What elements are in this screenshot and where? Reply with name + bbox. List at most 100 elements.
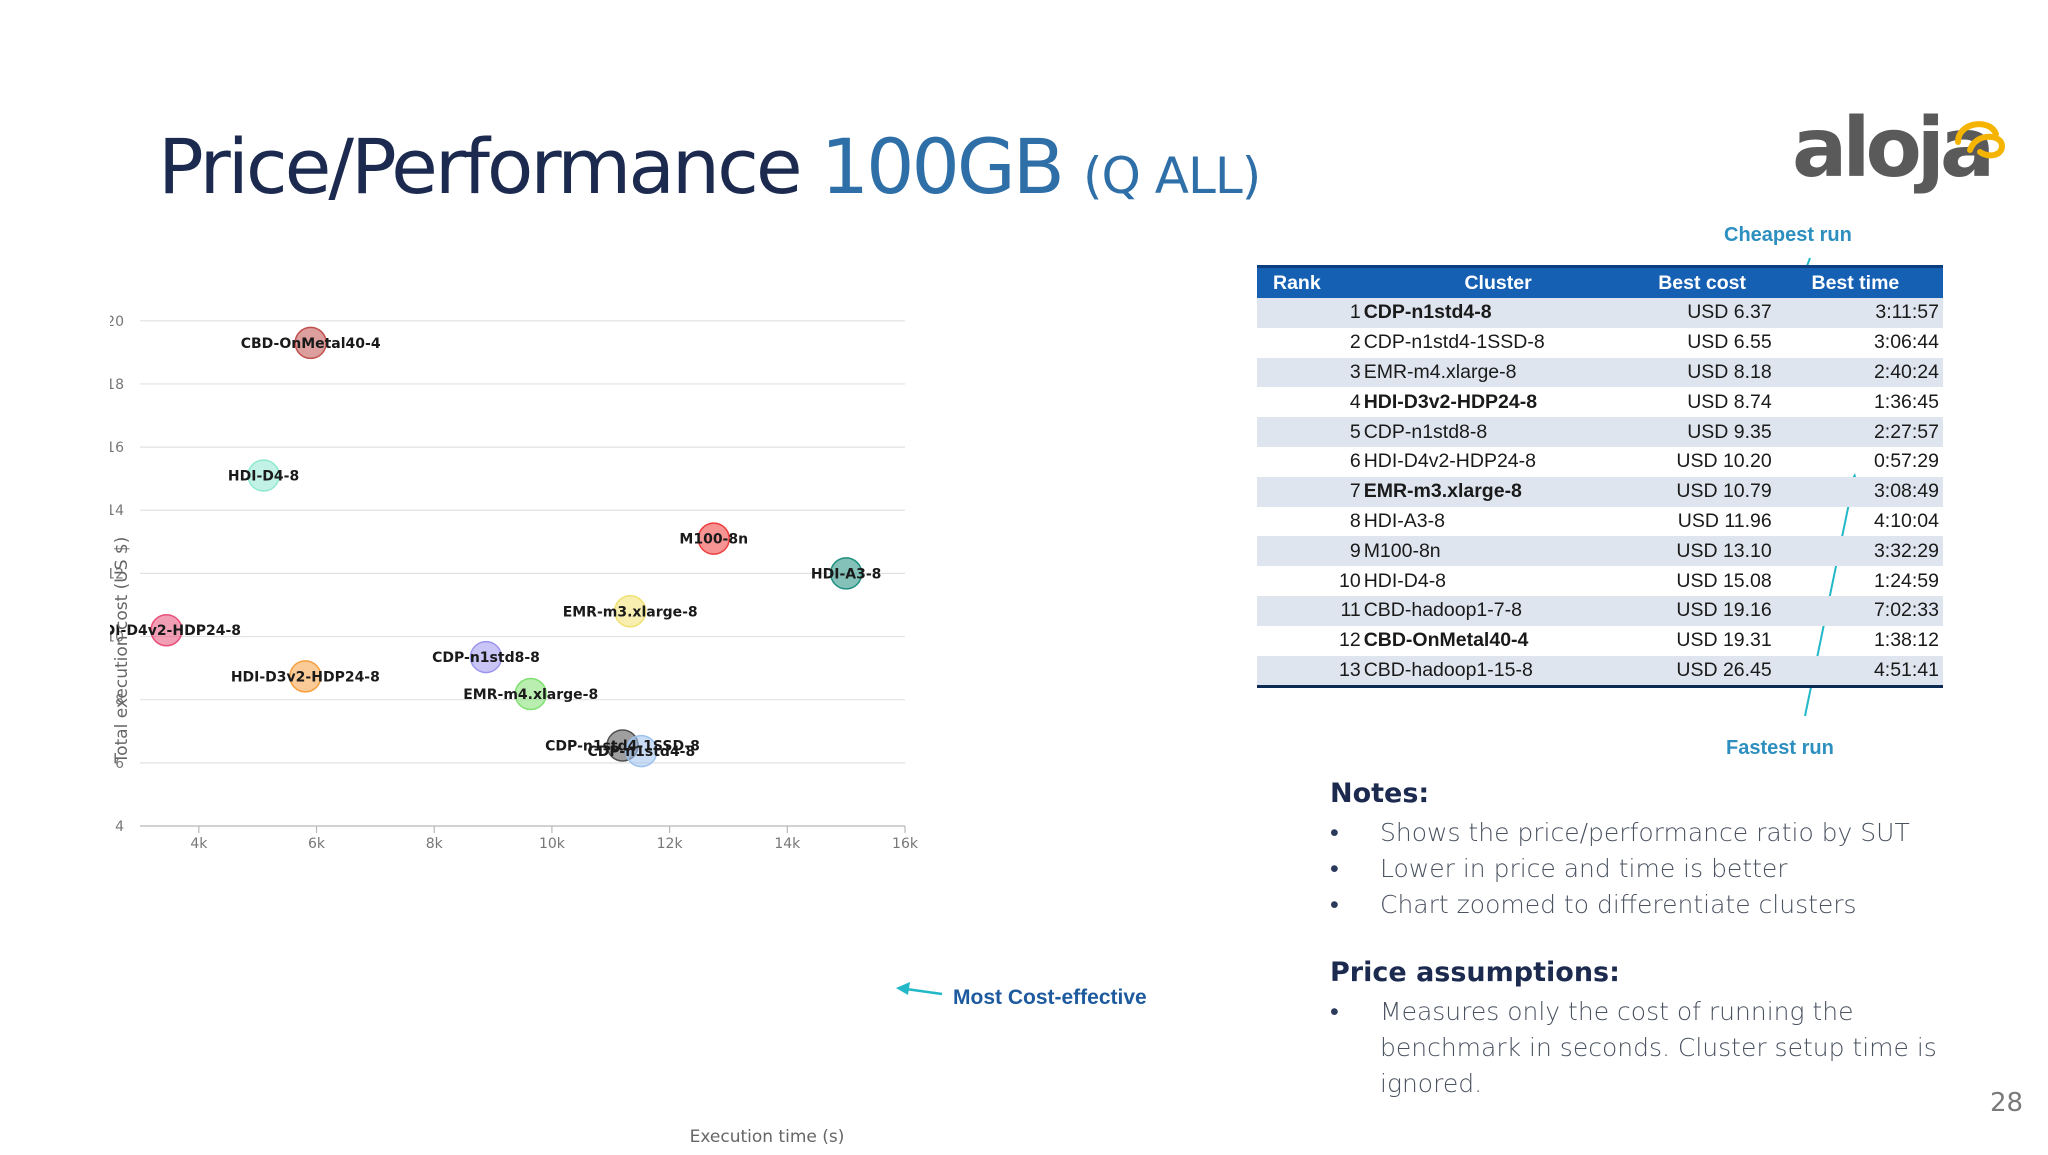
cell-rank: 12 [1338, 629, 1361, 652]
data-point[interactable] [289, 660, 322, 693]
bullet-icon: • [1330, 854, 1339, 883]
data-point-label: CDP-n1std4-8 [587, 744, 695, 760]
cell-best-cost: USD 19.31 [1676, 629, 1772, 652]
table-row: 5 CDP-n1std8-8 USD 9.35 2:27:57 [1257, 417, 1943, 447]
cell-cluster: CBD-hadoop1-15-8 [1363, 655, 1633, 689]
cell-cluster: CDP-n1std8-8 [1363, 420, 1488, 443]
cell-best-cost: USD 8.74 [1687, 390, 1772, 413]
header-rank: Rank [1257, 265, 1364, 298]
cell-best-time: 1:36:45 [1873, 390, 1939, 413]
data-point[interactable] [247, 459, 280, 492]
table-row: 9 M100-8n USD 13.10 3:32:29 [1257, 536, 1943, 567]
cell-cluster: HDI-D3v2-HDP24-8 [1363, 390, 1538, 413]
table-row: 4 HDI-D3v2-HDP24-8 USD 8.74 1:36:45 [1257, 387, 1943, 417]
cell-best-time: 2:27:57 [1873, 420, 1939, 443]
cell-best-cost: USD 26.45 [1632, 655, 1772, 689]
x-tick-label: 8k [426, 836, 444, 852]
cell-rank: 8 [1349, 509, 1361, 532]
bullet-icon: • [1330, 890, 1339, 919]
note-item-text: Chart zoomed to differentiate clusters [1380, 890, 1857, 919]
page-number: 28 [1990, 1088, 2024, 1118]
cell-cluster: M100-8n [1363, 539, 1441, 562]
cell-cluster: EMR-m3.xlarge-8 [1363, 480, 1522, 503]
cheapest-run-label: Cheapest run [1724, 224, 1852, 246]
x-axis-title: Execution time (s) [690, 1127, 845, 1147]
cell-best-cost: USD 11.96 [1677, 509, 1772, 532]
cell-best-cost: USD 13.10 [1676, 539, 1772, 562]
data-point-label: CDP-n1std8-8 [432, 650, 540, 666]
data-point-label: EMR-m4.xlarge-8 [463, 687, 598, 703]
cell-cluster: CDP-n1std4-1SSD-8 [1363, 331, 1545, 354]
data-point-label: CDP-n1std4-1SSD-8 [545, 738, 700, 754]
y-tick-label: 20 [110, 314, 124, 330]
slide-title: Price/Performance 100GB (Q ALL) [158, 122, 1261, 211]
logo-swirl-icon [1955, 121, 2006, 159]
data-point[interactable] [613, 595, 647, 628]
table-row: 7 EMR-m3.xlarge-8 USD 10.79 3:08:49 [1257, 476, 1943, 507]
cell-best-cost: USD 6.55 [1687, 331, 1772, 354]
cell-best-cost: USD 19.16 [1676, 599, 1772, 622]
cell-best-cost: USD 10.79 [1676, 480, 1772, 503]
data-point[interactable] [829, 557, 863, 590]
cell-best-time: 0:57:29 [1873, 450, 1939, 473]
cell-best-time: 7:02:33 [1873, 599, 1939, 622]
data-point-label: HDI-D4v2-HDP24-8 [110, 623, 241, 639]
cell-best-cost: USD 15.08 [1676, 569, 1772, 592]
data-point-label: EMR-m3.xlarge-8 [563, 604, 698, 620]
header-best-cost: Best cost [1632, 265, 1772, 298]
data-point[interactable] [294, 326, 327, 360]
scatter-chart: 4k 6k 8k 10k 12k 14k 16k 4 6 8 10 12 14 16 18 20 CBD-O… [110, 314, 1147, 1147]
bullet-icon: • [1330, 997, 1339, 1026]
data-point-label: CBD-OnMetal40-4 [241, 336, 381, 352]
x-axis-ticks: 4k 6k 8k 10k 12k 14k 16k [190, 826, 919, 852]
table-row: 12 CBD-OnMetal40-4 USD 19.31 1:38:12 [1257, 626, 1943, 656]
x-tick-label: 12k [657, 836, 684, 852]
aloja-logo: aloja [1792, 108, 2022, 218]
x-tick-label: 10k [539, 836, 566, 852]
cell-rank: 4 [1349, 390, 1361, 413]
table-row: 10 HDI-D4-8 USD 15.08 1:24:59 [1257, 566, 1943, 596]
y-tick-label: 16 [110, 440, 124, 456]
cell-best-time: 1:38:12 [1873, 629, 1939, 652]
y-axis-ticks: 4 6 8 10 12 14 16 18 20 [110, 314, 124, 835]
cell-rank: 3 [1349, 360, 1361, 383]
data-point[interactable] [469, 640, 503, 674]
table-row: 6 HDI-D4v2-HDP24-8 USD 10.20 0:57:29 [1257, 447, 1943, 477]
cell-cluster: CDP-n1std4-8 [1363, 301, 1492, 324]
data-point[interactable] [514, 677, 547, 711]
price-assumptions-heading: Price assumptions: [1330, 957, 1620, 988]
x-tick-label: 6k [308, 836, 326, 852]
notes-heading: Notes: [1330, 778, 1430, 809]
x-tick-label: 4k [190, 836, 208, 852]
cell-best-cost: USD 9.35 [1687, 420, 1772, 443]
table-row: 13 CBD-hadoop1-15-8 USD 26.45 4:51:41 [1257, 655, 1943, 689]
table-header-row: Rank Cluster Best cost Best time [1257, 265, 1943, 298]
data-point-label: M100-8n [679, 532, 748, 548]
y-tick-label: 10 [110, 630, 124, 646]
table-row: 1 CDP-n1std4-8 USD 6.37 3:11:57 [1257, 298, 1943, 328]
cell-cluster: CBD-hadoop1-7-8 [1363, 599, 1522, 622]
cell-cluster: EMR-m4.xlarge-8 [1363, 360, 1517, 383]
note-item: • Chart zoomed to differentiate clusters [1330, 887, 1970, 923]
fastest-run-label: Fastest run [1726, 737, 1834, 759]
cell-rank: 13 [1257, 655, 1364, 689]
logo-text: aloja [1792, 101, 1995, 196]
most-cost-effective-label: Most Cost-effective [953, 986, 1147, 1009]
cell-best-time: 4:51:41 [1771, 655, 1943, 689]
data-point[interactable] [150, 613, 183, 647]
cell-best-time: 1:24:59 [1873, 569, 1939, 592]
cell-rank: 7 [1349, 480, 1361, 503]
title-main: Price/Performance [158, 122, 803, 211]
cell-best-cost: USD 6.37 [1687, 301, 1772, 324]
title-size: 100GB [820, 122, 1065, 211]
cell-rank: 6 [1349, 450, 1361, 473]
table-row: 3 EMR-m4.xlarge-8 USD 8.18 2:40:24 [1257, 357, 1943, 388]
data-point[interactable] [697, 522, 730, 555]
price-assumptions-list: • Measures only the cost of running the b… [1330, 994, 1970, 1102]
data-point[interactable] [625, 734, 658, 768]
cell-cluster: HDI-A3-8 [1363, 509, 1445, 532]
cell-rank: 9 [1349, 539, 1361, 562]
y-tick-label: 12 [110, 566, 124, 582]
notes-panel: Notes: • Shows the price/performance rati… [1330, 778, 1970, 1136]
y-axis-title: Total execution cost (US $) [112, 537, 132, 765]
